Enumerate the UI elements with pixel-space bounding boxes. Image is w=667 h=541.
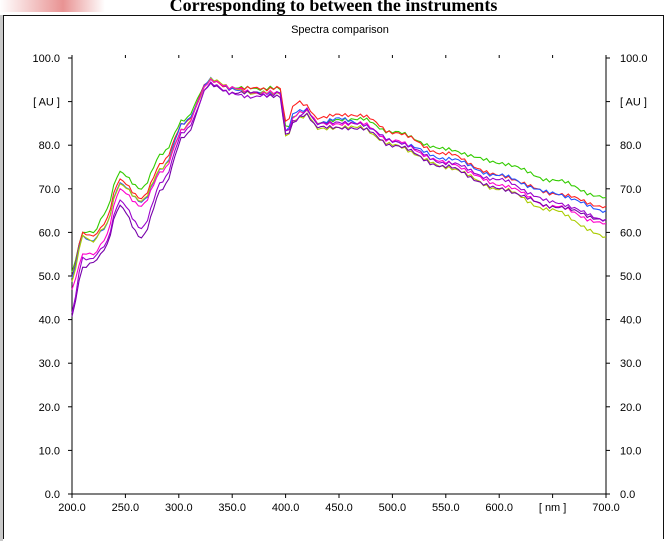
x-tick-label: 600.0	[485, 502, 513, 514]
x-tick-label: 450.0	[325, 502, 353, 514]
y-tick-label-right: 40.0	[620, 315, 641, 327]
tick-labels: 0.0 0.0 10.0 10.0 20.0 20.0 30.0 30.0 40.0 40.0 50…	[32, 53, 647, 514]
chart-title: Spectra comparison	[291, 24, 389, 36]
x-tick-label: 400.0	[272, 502, 300, 514]
x-tick-label: 250.0	[112, 502, 140, 514]
x-tick-label: 200.0	[58, 502, 86, 514]
y-tick-label-right: 60.0	[620, 227, 641, 239]
y-tick-label-right: 0.0	[620, 489, 635, 501]
spectrum-series-line	[71, 78, 607, 273]
x-tick-label: 300.0	[165, 502, 193, 514]
y-tick-label-left: 40.0	[39, 315, 60, 327]
y-tick-label-right: 80.0	[620, 140, 641, 152]
spectrum-series-line	[71, 77, 607, 278]
x-tick-label: 550.0	[432, 502, 460, 514]
x-tick-label: [ nm ]	[539, 502, 567, 514]
y-tick-label-right: 30.0	[620, 358, 641, 370]
series-lines	[71, 76, 607, 317]
y-tick-label-left: 10.0	[39, 445, 60, 457]
x-tick-label: 700.0	[592, 502, 620, 514]
y-tick-label-left: 70.0	[39, 184, 60, 196]
y-tick-label-left: 30.0	[39, 358, 60, 370]
y-tick-label-left: 0.0	[45, 489, 60, 501]
y-tick-label-left: 80.0	[39, 140, 60, 152]
y-tick-label-right: 10.0	[620, 445, 641, 457]
y-tick-label-right: 50.0	[620, 271, 641, 283]
spectrum-series-line	[71, 76, 607, 279]
y-tick-label-right: 20.0	[620, 402, 641, 414]
y-tick-label-right: 100.0	[620, 53, 648, 65]
chart-frame	[3, 15, 664, 539]
spectrum-series-line	[71, 82, 607, 317]
y-tick-label-left: 20.0	[39, 402, 60, 414]
axes	[68, 55, 610, 498]
spectrum-series-line	[71, 81, 607, 314]
frame-shadow	[0, 15, 3, 541]
header-accent-bar	[0, 0, 105, 12]
y-tick-label-right: [ AU ]	[620, 97, 647, 109]
y-tick-label-left: 50.0	[39, 271, 60, 283]
y-tick-label-left: 100.0	[32, 53, 60, 65]
y-tick-label-right: 70.0	[620, 184, 641, 196]
y-tick-label-left: [ AU ]	[33, 97, 60, 109]
x-tick-label: 350.0	[218, 502, 246, 514]
y-tick-label-left: 60.0	[39, 227, 60, 239]
document-heading: Corresponding to between the instruments	[169, 0, 498, 15]
x-tick-label: 500.0	[379, 502, 407, 514]
spectrum-series-line	[71, 78, 607, 290]
